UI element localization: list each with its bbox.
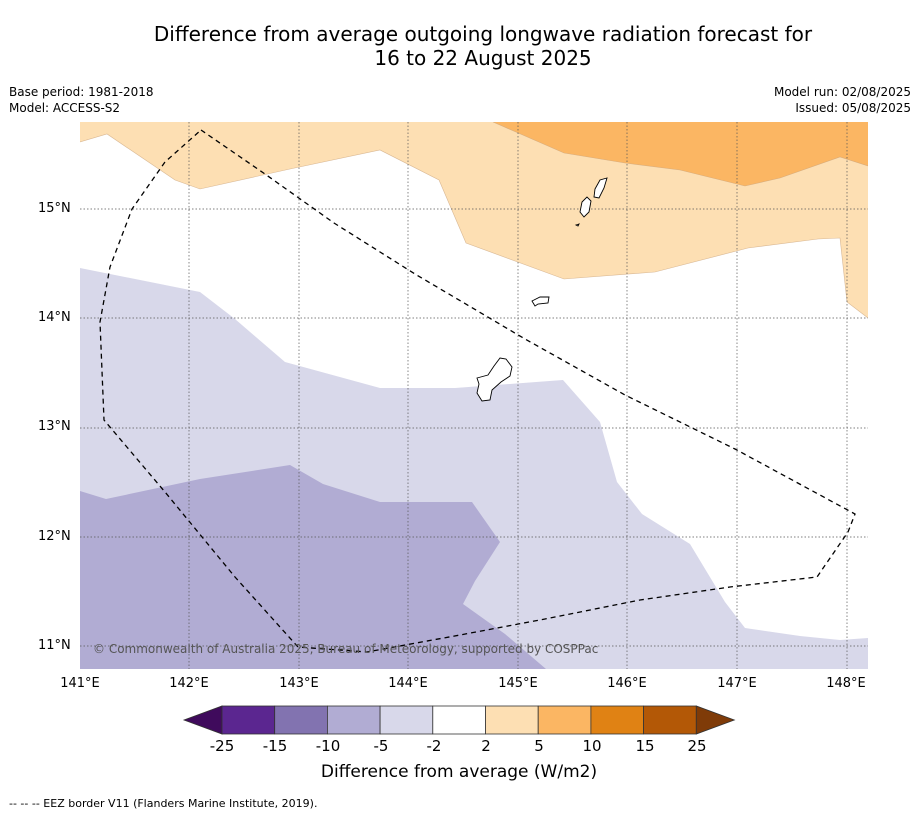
gridlines [80, 122, 868, 669]
eez-border [99, 129, 856, 653]
island-tinian [579, 196, 592, 218]
map-panel [80, 122, 868, 669]
colorbar-segment [326, 705, 381, 735]
colorbar-label: -25 [209, 737, 235, 755]
colorbar [182, 705, 736, 735]
lon-label-147: 147°E [717, 676, 757, 691]
base-period: Base period: 1981-2018 [9, 85, 154, 99]
issued-date: Issued: 05/08/2025 [795, 101, 911, 115]
colorbar-label: -5 [373, 737, 389, 755]
meta-right: Model run: 02/08/2025 Issued: 05/08/2025 [774, 84, 911, 116]
colorbar-title: Difference from average (W/m2) [320, 762, 598, 782]
colorbar-label: 2 [481, 737, 491, 755]
lat-label-12: 12°N [38, 529, 71, 544]
colorbar-segment [274, 705, 328, 735]
colorbar-label: 25 [687, 737, 707, 755]
lat-label-15: 15°N [38, 201, 71, 216]
title-line-1: Difference from average outgoing longwav… [153, 22, 813, 46]
island-rota [531, 296, 550, 307]
lon-label-141: 141°E [60, 676, 100, 691]
colorbar-segment [643, 705, 697, 735]
island-saipan [593, 177, 608, 199]
model-name: Model: ACCESS-S2 [9, 101, 121, 115]
meta-left: Base period: 1981-2018 Model: ACCESS-S2 [9, 84, 154, 116]
region-minus10-to-minus5 [80, 465, 546, 669]
lon-label-145: 145°E [498, 676, 538, 691]
lon-label-148: 148°E [826, 676, 866, 691]
region-5-to-10 [493, 122, 868, 186]
eez-legend-note: -- -- -- EEZ border V11 (Flanders Marine… [9, 797, 318, 810]
lat-label-13: 13°N [38, 419, 71, 434]
colorbar-extend-max [695, 705, 736, 735]
colorbar-label: 5 [534, 737, 544, 755]
lon-label-146: 146°E [607, 676, 647, 691]
colorbar-segment [485, 705, 539, 735]
model-run: Model run: 02/08/2025 [773, 85, 911, 99]
colorbar-label: 10 [582, 737, 602, 755]
island-aguijan [574, 223, 580, 227]
colorbar-segment [537, 705, 592, 735]
lon-label-143: 143°E [279, 676, 319, 691]
lon-label-144: 144°E [388, 676, 428, 691]
colorbar-label: -2 [426, 737, 442, 755]
region-2-to-5 [80, 122, 868, 318]
island-guam [476, 357, 513, 402]
colorbar-extend-min [182, 705, 223, 735]
contour-lines [80, 122, 868, 319]
colorbar-segment [221, 705, 276, 735]
islands [476, 177, 608, 402]
lat-label-11: 11°N [38, 638, 71, 653]
lon-label-142: 142°E [169, 676, 209, 691]
colorbar-label: -15 [262, 737, 288, 755]
chart-title: Difference from average outgoing longwav… [0, 22, 919, 70]
colorbar-label: 15 [635, 737, 655, 755]
colorbar-segment [379, 705, 434, 735]
lat-label-14: 14°N [38, 310, 71, 325]
copyright-notice: © Commonwealth of Australia 2025, Bureau… [93, 642, 599, 656]
colorbar-segment [432, 705, 486, 735]
colorbar-segment [590, 705, 644, 735]
colorbar-label: -10 [315, 737, 341, 755]
title-line-2: 16 to 22 August 2025 [374, 46, 592, 70]
